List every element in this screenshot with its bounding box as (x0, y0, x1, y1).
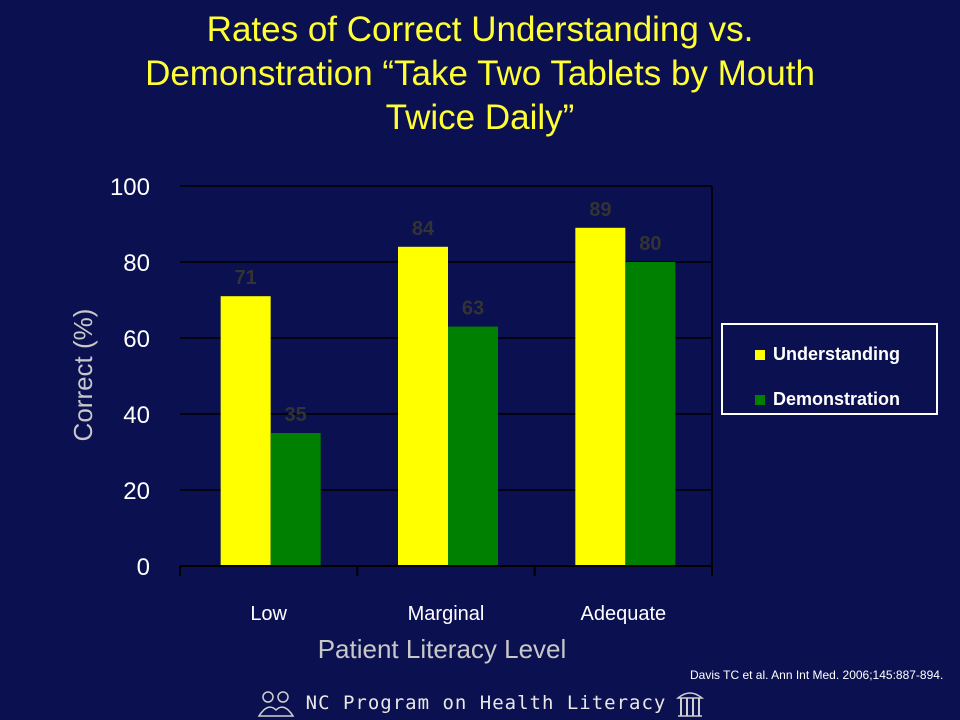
bar-understanding-low (220, 296, 271, 566)
y-tick-label: 60 (123, 326, 150, 353)
bar-demonstration-low (270, 433, 321, 566)
x-tick-label-adequate: Adequate (581, 603, 667, 625)
x-tick-label-low: Low (250, 603, 287, 625)
bar-understanding-adequate (575, 227, 626, 567)
data-label-understanding-marginal: 84 (412, 218, 435, 240)
legend-item-demonstration: Demonstration (755, 389, 900, 410)
data-label-demonstration-adequate: 80 (639, 233, 661, 255)
title-line-2: Demonstration “Take Two Tablets by Mouth (145, 54, 815, 93)
legend-label-demonstration: Demonstration (773, 389, 901, 409)
legend-item-understanding: Understanding (755, 344, 900, 365)
chart-legend: Understanding Demonstration (721, 323, 938, 415)
x-tick-label-marginal: Marginal (408, 603, 485, 625)
y-axis-label: Correct (%) (68, 309, 98, 442)
y-tick-label: 20 (123, 478, 150, 505)
citation: Davis TC et al. Ann Int Med. 2006;145:88… (690, 668, 944, 682)
readers-icon (257, 691, 294, 717)
bars: 71 35 84 63 89 80 (220, 199, 676, 567)
program-name: NC Program on Health Literacy (305, 692, 667, 714)
bar-understanding-marginal (398, 246, 448, 567)
footer-logo: NC Program on Health Literacy (0, 686, 960, 720)
title-line-3: Twice Daily” (385, 98, 575, 137)
title-line-1: Rates of Correct Understanding vs. (206, 10, 754, 49)
data-label-demonstration-low: 35 (285, 404, 307, 426)
data-label-understanding-low: 71 (235, 267, 257, 289)
data-label-demonstration-marginal: 63 (462, 298, 484, 320)
legend-swatch-understanding (755, 349, 765, 360)
legend-label-understanding: Understanding (773, 344, 901, 364)
old-well-icon (676, 692, 705, 717)
legend-swatch-demonstration (755, 394, 765, 405)
axes: 0 20 40 60 80 100 Low Marginal Adequate (110, 174, 713, 625)
bar-demonstration-adequate (625, 262, 676, 566)
y-tick-label: 80 (123, 250, 150, 277)
bar-demonstration-marginal (448, 326, 498, 566)
data-label-understanding-adequate: 89 (589, 199, 611, 221)
bar-chart: 71 35 84 63 89 80 0 20 40 60 80 100 Low Marginal Adeq… (68, 174, 713, 664)
y-tick-label: 100 (110, 174, 150, 201)
y-tick-label: 40 (123, 402, 150, 429)
y-tick-label: 0 (137, 554, 150, 581)
x-axis-label: Patient Literacy Level (318, 634, 567, 664)
slide-title: Rates of Correct Understanding vs. Demon… (40, 8, 920, 140)
